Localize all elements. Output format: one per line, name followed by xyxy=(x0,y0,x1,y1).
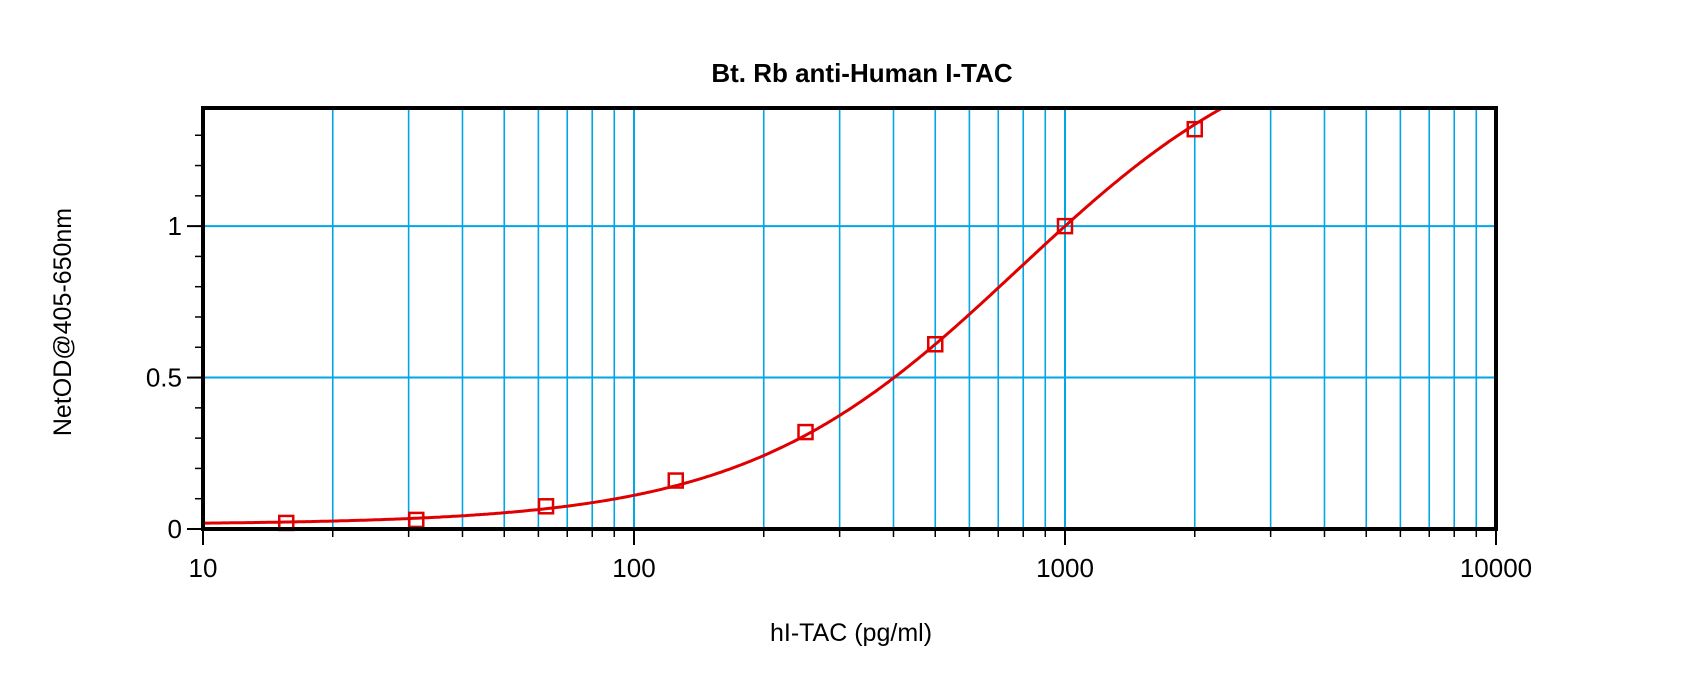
grid-lines xyxy=(203,108,1496,529)
data-point-marker xyxy=(667,472,685,489)
y-tick-label: 0.5 xyxy=(146,363,182,393)
plot-frame xyxy=(201,106,1498,531)
fit-curve xyxy=(203,106,1224,525)
axis-ticks xyxy=(187,134,1497,545)
y-axis-label: NetOD@405-650nm xyxy=(49,208,77,436)
data-points xyxy=(277,120,1203,532)
data-point-marker xyxy=(927,335,944,353)
x-tick-label: 10000 xyxy=(1460,553,1532,583)
chart-title: Bt. Rb anti-Human I-TAC xyxy=(711,58,1013,88)
x-tick-label: 100 xyxy=(612,553,655,583)
x-axis-label: hI-TAC (pg/ml) xyxy=(770,619,932,647)
data-point-marker xyxy=(537,498,555,515)
data-point-marker xyxy=(408,511,425,529)
data-point-marker xyxy=(797,423,814,441)
x-tick-labels: 10 100 1000 10000 xyxy=(189,553,1533,583)
x-tick-label: 10 xyxy=(189,553,218,583)
fit-curve-group xyxy=(203,106,1224,525)
x-tick-label: 1000 xyxy=(1036,553,1094,583)
y-tick-label: 1 xyxy=(168,211,182,241)
y-tick-label: 0 xyxy=(168,514,182,544)
y-tick-labels: 0 0.5 1 xyxy=(146,211,182,544)
data-point-marker xyxy=(1186,120,1203,138)
data-point-marker xyxy=(1056,217,1074,235)
